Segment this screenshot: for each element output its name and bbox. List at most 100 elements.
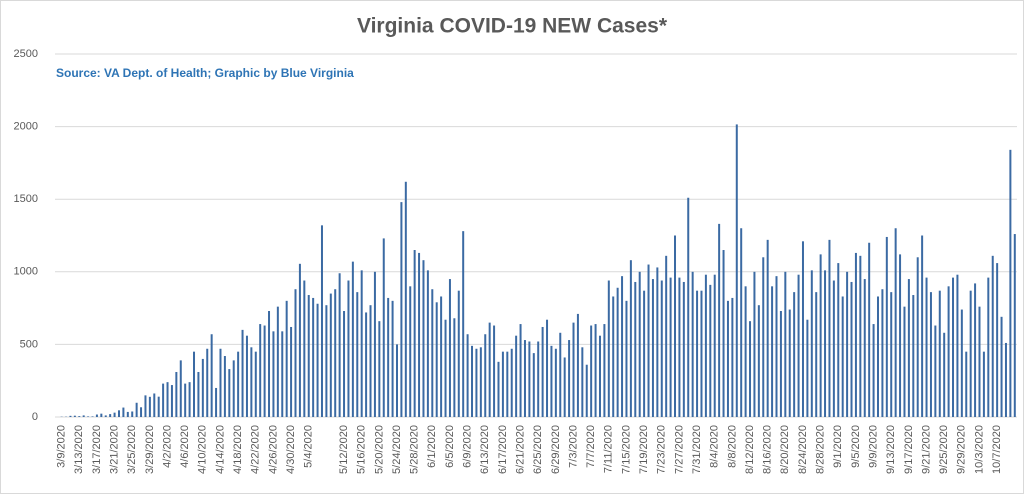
bar <box>952 277 955 417</box>
bar <box>320 225 323 417</box>
bar <box>846 271 849 417</box>
bar <box>237 351 240 417</box>
bar <box>824 270 827 417</box>
bar <box>682 281 685 417</box>
bar <box>219 348 222 417</box>
bar <box>638 271 641 417</box>
bar <box>740 228 743 417</box>
bar <box>223 356 226 417</box>
x-tick-label: 6/29/2020 <box>550 425 562 474</box>
bar <box>453 318 456 417</box>
x-tick-label: 8/4/2020 <box>709 425 721 468</box>
bar <box>726 300 729 417</box>
bar <box>590 325 593 417</box>
bar <box>241 329 244 417</box>
bar <box>206 348 209 417</box>
x-tick-label: 7/23/2020 <box>656 425 668 474</box>
bar <box>872 324 875 417</box>
x-tick-label: 4/30/2020 <box>285 425 297 474</box>
bar <box>347 280 350 417</box>
x-tick-label: 7/15/2020 <box>620 425 632 474</box>
bar <box>334 289 337 417</box>
bar <box>369 305 372 417</box>
bar <box>404 181 407 417</box>
bar <box>307 295 310 417</box>
bar <box>87 416 90 417</box>
bar <box>815 292 818 417</box>
bar <box>828 239 831 417</box>
bar <box>131 411 134 417</box>
bar <box>832 280 835 417</box>
bar <box>1009 149 1012 417</box>
bar <box>126 411 129 417</box>
bar <box>259 324 262 417</box>
x-tick-label: 7/7/2020 <box>585 425 597 468</box>
y-tick-label: 0 <box>32 411 38 423</box>
bar <box>122 407 125 417</box>
bar <box>779 311 782 417</box>
bar <box>528 341 531 417</box>
bar <box>678 277 681 417</box>
x-tick-label: 7/31/2020 <box>691 425 703 474</box>
x-tick-label: 8/28/2020 <box>815 425 827 474</box>
bar <box>78 416 81 417</box>
x-tick-label: 3/29/2020 <box>144 425 156 474</box>
bar <box>982 351 985 417</box>
bar <box>422 260 425 417</box>
bar <box>210 334 213 417</box>
bar <box>775 276 778 417</box>
bar <box>894 228 897 417</box>
bar <box>351 261 354 417</box>
bar <box>585 364 588 417</box>
x-tick-label: 4/2/2020 <box>161 425 173 468</box>
bar <box>303 280 306 417</box>
bar <box>819 254 822 417</box>
x-tick-label: 5/4/2020 <box>303 425 315 468</box>
bar <box>806 319 809 417</box>
x-tick-label: 5/20/2020 <box>373 425 385 474</box>
bar <box>193 351 196 417</box>
bar <box>912 295 915 417</box>
bar <box>850 281 853 417</box>
bar <box>170 385 173 417</box>
bar <box>744 286 747 417</box>
bar <box>113 412 116 417</box>
bar <box>788 309 791 417</box>
bar <box>135 402 138 417</box>
x-tick-label: 4/6/2020 <box>179 425 191 468</box>
bar <box>749 321 752 417</box>
x-tick-label: 6/13/2020 <box>479 425 491 474</box>
bar <box>956 274 959 417</box>
bar <box>475 348 478 417</box>
bar <box>647 264 650 417</box>
bar <box>665 255 668 417</box>
y-tick-label: 1500 <box>14 193 38 205</box>
bar <box>965 351 968 417</box>
bar <box>713 274 716 417</box>
bar <box>484 334 487 417</box>
bar <box>554 348 557 417</box>
bar <box>268 311 271 417</box>
bar <box>290 326 293 417</box>
x-tick-label: 4/18/2020 <box>232 425 244 474</box>
bar <box>837 263 840 417</box>
bar <box>510 348 513 417</box>
x-tick-label: 7/27/2020 <box>673 425 685 474</box>
bar <box>69 415 72 417</box>
bar <box>709 284 712 417</box>
x-tick-label: 6/17/2020 <box>497 425 509 474</box>
bar <box>109 414 112 417</box>
x-tick-label: 8/20/2020 <box>779 425 791 474</box>
bar <box>418 252 421 417</box>
x-tick-label: 3/9/2020 <box>56 425 68 468</box>
bar <box>254 351 257 417</box>
bar <box>876 296 879 417</box>
bar <box>457 290 460 417</box>
bar <box>991 255 994 417</box>
bar <box>144 395 147 417</box>
y-tick-label: 2000 <box>14 121 38 133</box>
bar <box>987 277 990 417</box>
bar <box>215 387 218 417</box>
bar <box>629 260 632 417</box>
x-tick-label: 8/12/2020 <box>744 425 756 474</box>
